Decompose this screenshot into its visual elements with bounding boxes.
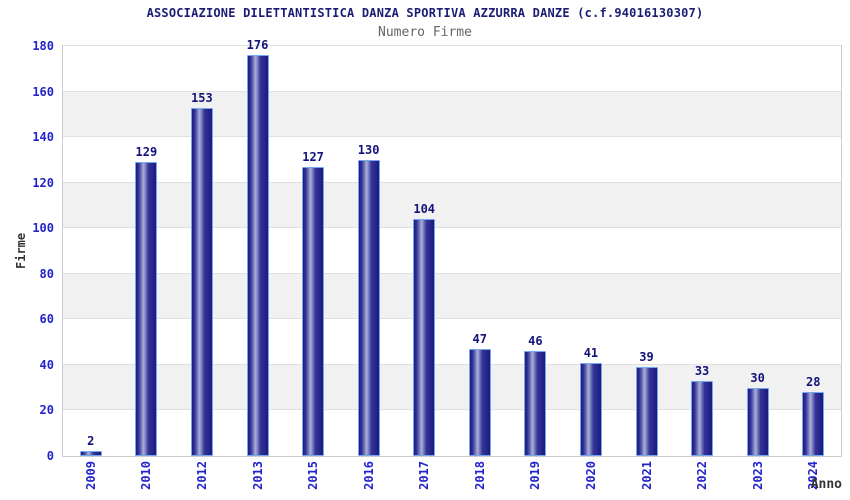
x-tick-label-2010: 2010 bbox=[139, 461, 154, 490]
x-tick-label-2016: 2016 bbox=[361, 461, 376, 490]
bar-value-label: 2 bbox=[87, 434, 95, 449]
bar-2019 bbox=[524, 351, 547, 456]
gridline bbox=[63, 45, 841, 46]
bar-value-label: 28 bbox=[805, 375, 821, 390]
x-tick-label-2009: 2009 bbox=[83, 461, 98, 490]
bar-2016 bbox=[357, 159, 380, 456]
y-tick-label: 120 bbox=[32, 175, 54, 190]
chart-title: ASSOCIAZIONE DILETTANTISTICA DANZA SPORT… bbox=[146, 6, 704, 20]
y-tick-label: 100 bbox=[32, 221, 54, 236]
y-tick-label: 0 bbox=[46, 449, 54, 463]
bar-value-label: 176 bbox=[246, 38, 269, 53]
gridline bbox=[63, 272, 841, 274]
y-tick-label: 60 bbox=[39, 312, 54, 327]
bar-value-label: 33 bbox=[694, 363, 710, 378]
x-tick-label-2020: 2020 bbox=[583, 461, 598, 490]
y-tick-label: 140 bbox=[32, 130, 54, 145]
y-tick-label: 20 bbox=[39, 403, 54, 418]
gridline bbox=[63, 227, 841, 229]
bar-2009 bbox=[79, 451, 102, 456]
bar-value-label: 127 bbox=[302, 149, 324, 164]
x-tick-label-2013: 2013 bbox=[250, 461, 265, 490]
grid-band bbox=[63, 228, 841, 274]
bar-2010 bbox=[135, 162, 158, 456]
bar-value-label: 46 bbox=[528, 334, 543, 349]
plot-area: 2 129 153 176 127 130 104 47 46 41 39 33 30 28 bbox=[62, 38, 842, 457]
gridline bbox=[63, 181, 841, 183]
bar-2024 bbox=[802, 392, 825, 456]
x-tick-label-2019: 2019 bbox=[528, 461, 543, 490]
bar-value-label: 39 bbox=[639, 350, 654, 365]
bar-value-label: 129 bbox=[135, 145, 158, 160]
bar-value-label: 153 bbox=[191, 90, 213, 105]
bar-2021 bbox=[635, 367, 658, 456]
bar-2013 bbox=[246, 55, 269, 456]
x-tick-label-2017: 2017 bbox=[417, 461, 432, 490]
bar-2012 bbox=[190, 107, 213, 456]
gridline bbox=[63, 363, 841, 365]
x-tick-label-2018: 2018 bbox=[472, 461, 487, 490]
bar-2022 bbox=[691, 380, 714, 456]
gridline bbox=[63, 409, 841, 411]
bar-value-label: 30 bbox=[750, 370, 765, 385]
grid-band bbox=[63, 137, 841, 183]
y-tick-label: 40 bbox=[39, 357, 54, 372]
bar-2015 bbox=[302, 166, 325, 456]
x-tick-label-2022: 2022 bbox=[695, 461, 710, 490]
bar-2017 bbox=[413, 219, 436, 456]
x-tick-label-2012: 2012 bbox=[194, 461, 209, 490]
x-axis-label: Anno bbox=[810, 477, 842, 492]
grid-band bbox=[63, 273, 841, 320]
y-tick-label: 180 bbox=[32, 39, 54, 53]
bar-value-label: 47 bbox=[472, 331, 487, 346]
bar-2020 bbox=[579, 362, 602, 456]
x-tick-label-2015: 2015 bbox=[306, 461, 321, 490]
chart-subtitle: Numero Firme bbox=[378, 25, 472, 40]
y-tick-label: 160 bbox=[32, 84, 54, 99]
bar-2018 bbox=[468, 348, 491, 456]
bar-value-label: 104 bbox=[413, 202, 436, 217]
grid-band bbox=[63, 410, 841, 456]
gridline bbox=[63, 318, 841, 320]
y-tick-label: 80 bbox=[39, 266, 54, 281]
bar-value-label: 41 bbox=[583, 345, 599, 360]
bar-value-label: 130 bbox=[357, 142, 380, 157]
gridline bbox=[63, 90, 841, 92]
grid-band bbox=[63, 46, 841, 92]
x-tick-label-2023: 2023 bbox=[750, 461, 765, 490]
gridline bbox=[63, 136, 841, 138]
y-axis-label: Firme bbox=[14, 232, 28, 270]
x-tick-label-2021: 2021 bbox=[639, 461, 654, 490]
bar-2023 bbox=[746, 387, 769, 456]
